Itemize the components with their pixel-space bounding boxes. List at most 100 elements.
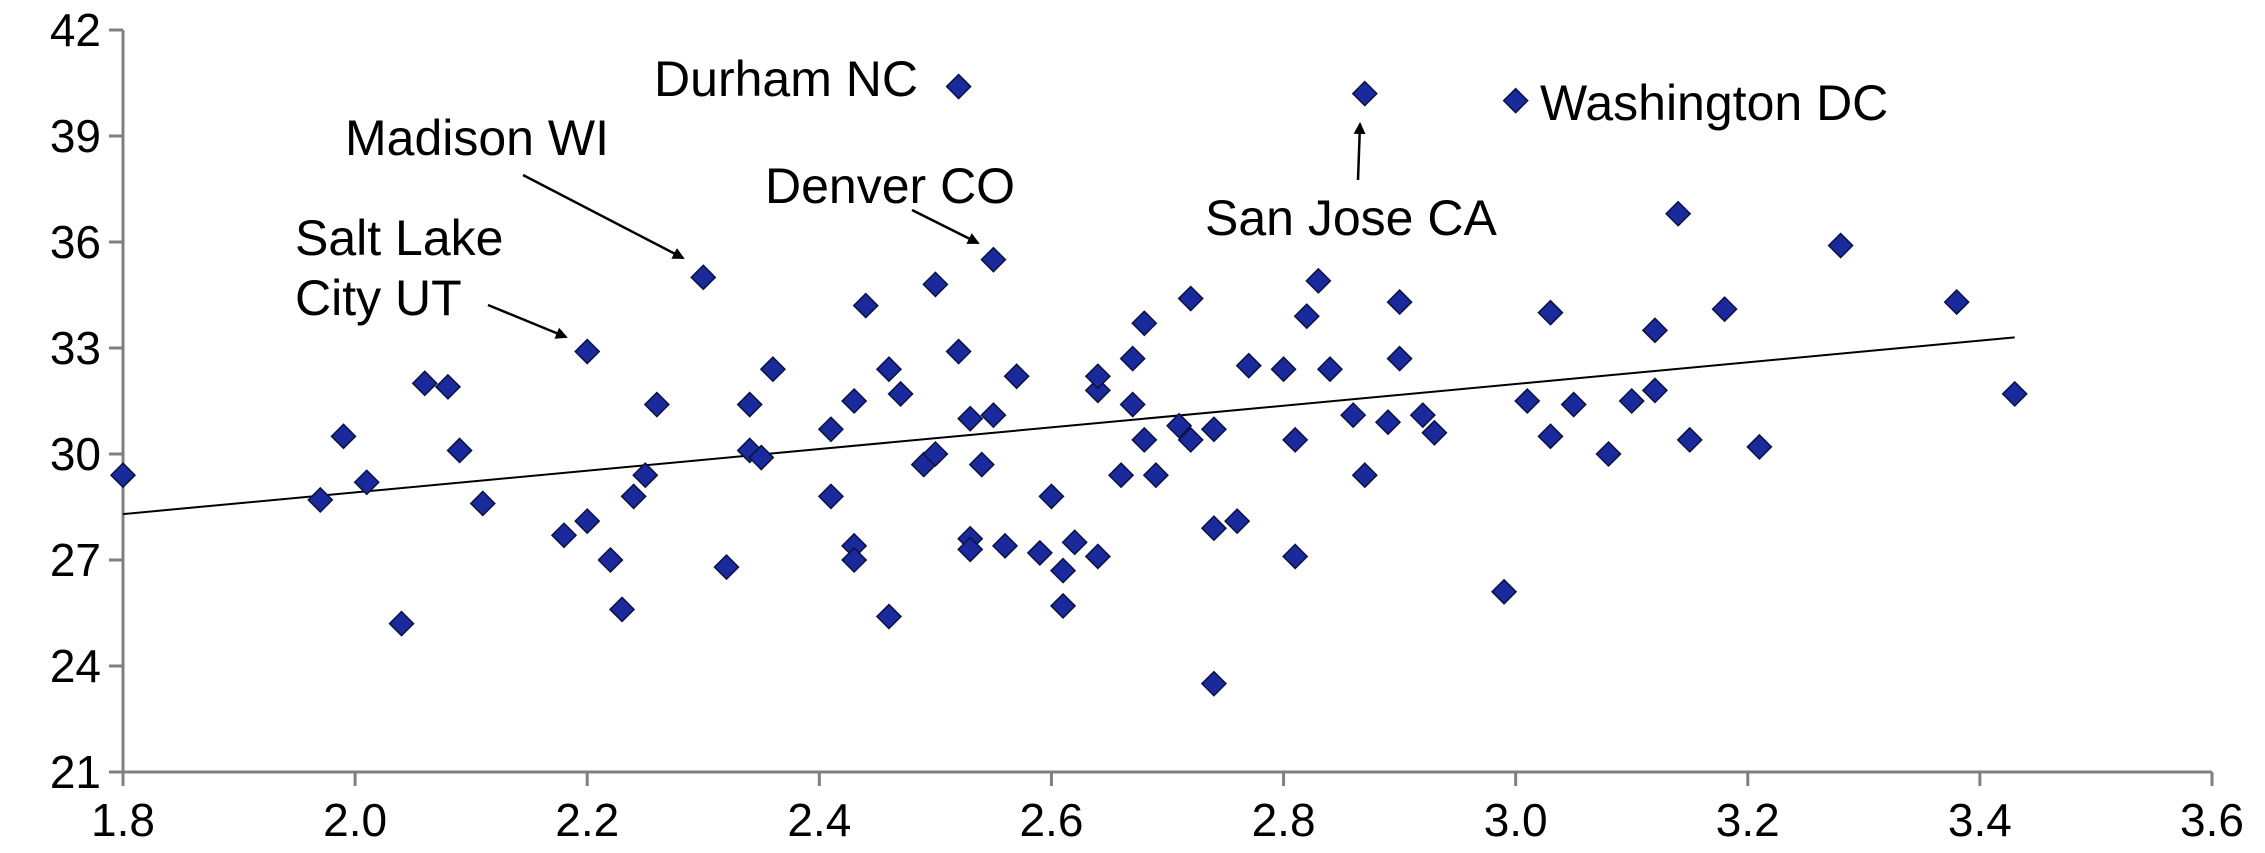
data-point [1374, 409, 1402, 436]
y-tick-label: 30 [50, 428, 101, 480]
data-point [957, 536, 984, 563]
trendline-group [122, 336, 2015, 516]
data-point [1235, 352, 1262, 379]
data-point [1316, 356, 1344, 383]
data-point [1351, 80, 1378, 107]
data-point [817, 416, 844, 443]
data-point [1084, 377, 1111, 404]
y-tick-label: 27 [50, 534, 101, 586]
annotation-label: San Jose CA [1205, 190, 1497, 246]
data-point [817, 483, 844, 510]
data-point [1386, 289, 1413, 316]
x-tick-label: 2.0 [323, 794, 387, 846]
data-point [713, 554, 740, 581]
data-point [1200, 515, 1227, 542]
annotation-arrow [911, 208, 980, 245]
data-point [1177, 426, 1204, 453]
data-point [1618, 387, 1645, 415]
trendline [122, 336, 2015, 516]
data-point [922, 271, 949, 298]
data-point [1224, 508, 1251, 535]
data-point [1537, 423, 1564, 450]
y-tick-label: 42 [50, 4, 101, 56]
axes [109, 28, 2214, 786]
data-point [632, 462, 659, 489]
x-tick-label: 3.2 [1716, 794, 1780, 846]
data-point [109, 462, 137, 489]
data-point [922, 440, 949, 468]
data-point [1049, 592, 1077, 619]
data-point [620, 483, 647, 510]
data-point [1200, 416, 1227, 443]
data-point [1282, 543, 1309, 570]
data-point [1421, 419, 1448, 446]
x-tick-label: 3.0 [1484, 794, 1548, 846]
x-tick-label: 3.6 [2180, 794, 2244, 846]
data-point [1003, 363, 1030, 390]
data-point [353, 469, 380, 496]
data-point [1084, 363, 1111, 390]
data-point [968, 451, 995, 478]
data-point [1491, 578, 1518, 605]
x-tick-label: 2.2 [555, 794, 619, 846]
data-point [446, 437, 473, 464]
data-point [1386, 345, 1413, 372]
data-point [1293, 303, 1320, 330]
data-point [1560, 391, 1587, 418]
data-point [1305, 267, 1332, 294]
data-point [1641, 377, 1668, 404]
data-points [109, 73, 2028, 697]
data-point [945, 73, 972, 100]
data-point [1595, 440, 1622, 468]
data-point [550, 522, 578, 549]
annotation-label: Salt Lake [295, 210, 503, 266]
data-point [875, 356, 903, 383]
data-point [1119, 345, 1146, 372]
data-point [388, 610, 415, 637]
data-point [1038, 483, 1065, 510]
data-point [1351, 462, 1378, 489]
x-tick-label: 1.8 [91, 794, 155, 846]
annotation-label: Washington DC [1540, 75, 1888, 131]
data-point [411, 370, 438, 397]
data-point [1502, 87, 1529, 114]
y-tick-label: 33 [50, 322, 101, 374]
data-point [1200, 670, 1227, 697]
y-tick-label: 24 [50, 640, 101, 692]
annotation-arrow [487, 303, 568, 339]
annotation-label: Durham NC [654, 51, 918, 107]
x-tick-label: 2.4 [787, 794, 851, 846]
data-point [1943, 289, 1970, 316]
y-tick-label: 39 [50, 110, 101, 162]
data-point [1108, 462, 1135, 489]
data-point [980, 402, 1007, 429]
annotation-arrow [522, 173, 685, 260]
data-point [852, 292, 879, 319]
data-point [574, 508, 601, 535]
tick-labels: 1.8 2.0 2.2 2.4 2.6 2.8 3.0 3.2 3.4 3.6 21 24 27 30 33… [50, 4, 2244, 846]
data-point [469, 490, 496, 517]
data-point [1084, 543, 1111, 570]
data-point [1514, 387, 1541, 415]
data-point [690, 264, 717, 291]
data-point [1131, 426, 1158, 453]
data-point [1282, 426, 1309, 453]
data-point [945, 338, 972, 365]
data-point [1409, 402, 1436, 429]
data-point [1166, 412, 1193, 439]
data-point [1676, 426, 1703, 453]
data-point [1142, 462, 1169, 489]
annotation-arrow [1353, 122, 1366, 181]
data-point [1270, 356, 1297, 383]
data-point [980, 246, 1007, 273]
y-tick-label: 36 [50, 216, 101, 268]
data-point [434, 373, 462, 400]
annotation-label: City UT [295, 270, 462, 326]
data-point [1177, 285, 1204, 312]
data-point [1026, 539, 1053, 566]
x-tick-label: 2.6 [1019, 794, 1083, 846]
data-point [1665, 200, 1692, 227]
y-tick-label: 21 [50, 746, 101, 798]
data-point [597, 546, 624, 574]
